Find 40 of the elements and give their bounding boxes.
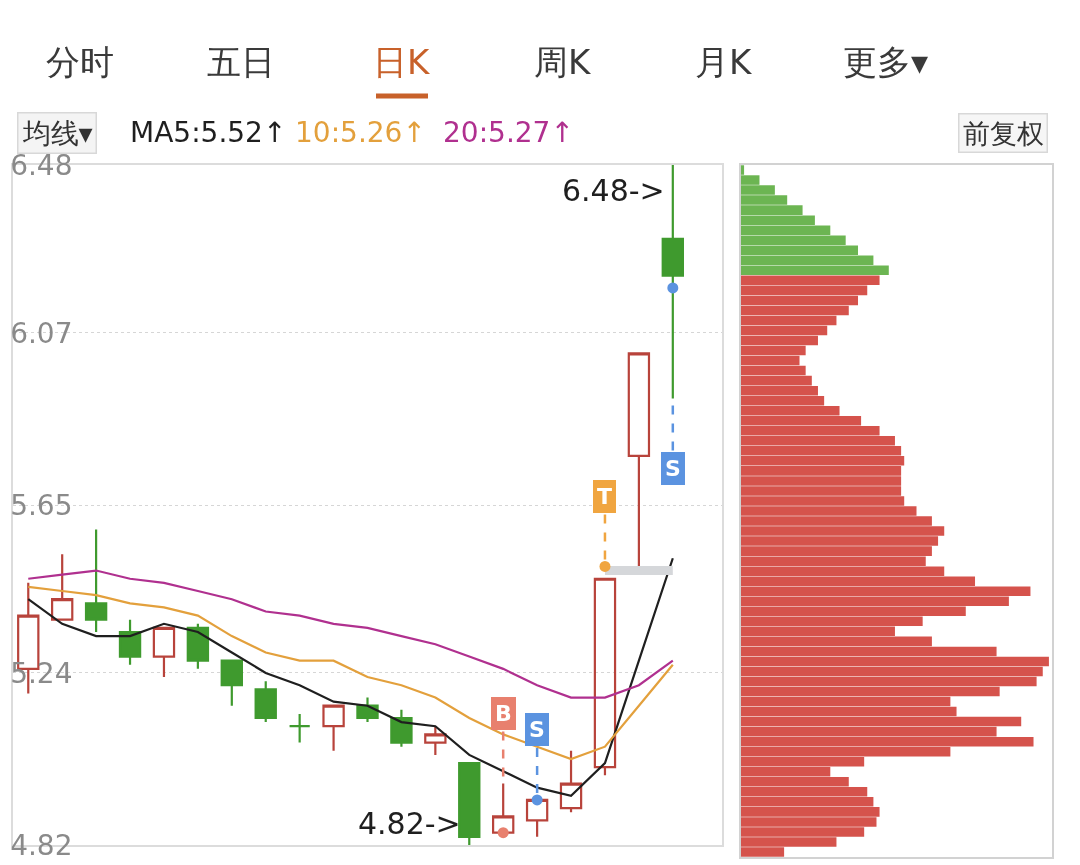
y-tick-label: 5.65 <box>10 488 73 522</box>
y-tick-label: 4.82 <box>10 828 73 862</box>
annotation: 4.82-> <box>358 806 461 841</box>
candlestick <box>390 708 413 748</box>
text: B <box>495 701 512 726</box>
text: 10:5.26↑ <box>295 116 426 149</box>
text: 前复权 <box>962 117 1044 149</box>
candlestick <box>51 553 74 621</box>
point <box>531 794 543 806</box>
candlestick <box>220 659 243 707</box>
candlestick <box>152 626 176 679</box>
point <box>497 827 509 839</box>
text: MA5:5.52↑ <box>130 116 287 149</box>
candlestick <box>186 622 210 670</box>
text: 周K <box>534 42 592 82</box>
legend-title: 均线▾ <box>21 116 93 150</box>
candlestick <box>424 725 447 756</box>
candlestick <box>627 352 651 568</box>
candlestick <box>118 618 142 666</box>
annotation: 6.48-> <box>562 173 665 208</box>
text: 月K <box>695 42 753 82</box>
point <box>599 560 611 572</box>
text: 更多▾ <box>843 42 929 82</box>
candlestick <box>458 761 481 845</box>
text: S <box>665 456 681 481</box>
text: 20:5.27↑ <box>443 116 574 149</box>
candlestick <box>254 680 277 724</box>
text: 分时 <box>46 42 114 82</box>
candlestick <box>322 704 345 752</box>
point <box>667 282 679 294</box>
text: 五日 <box>207 42 275 82</box>
y-tick-label: 6.48 <box>10 148 73 182</box>
candlestick <box>559 749 583 814</box>
candlestick <box>288 712 311 744</box>
candlestick <box>84 528 108 634</box>
candlestick <box>593 577 617 777</box>
y-tick-label: 6.07 <box>10 316 73 350</box>
text: 日K <box>373 42 431 82</box>
text: S <box>529 717 545 742</box>
text: T <box>597 484 613 509</box>
